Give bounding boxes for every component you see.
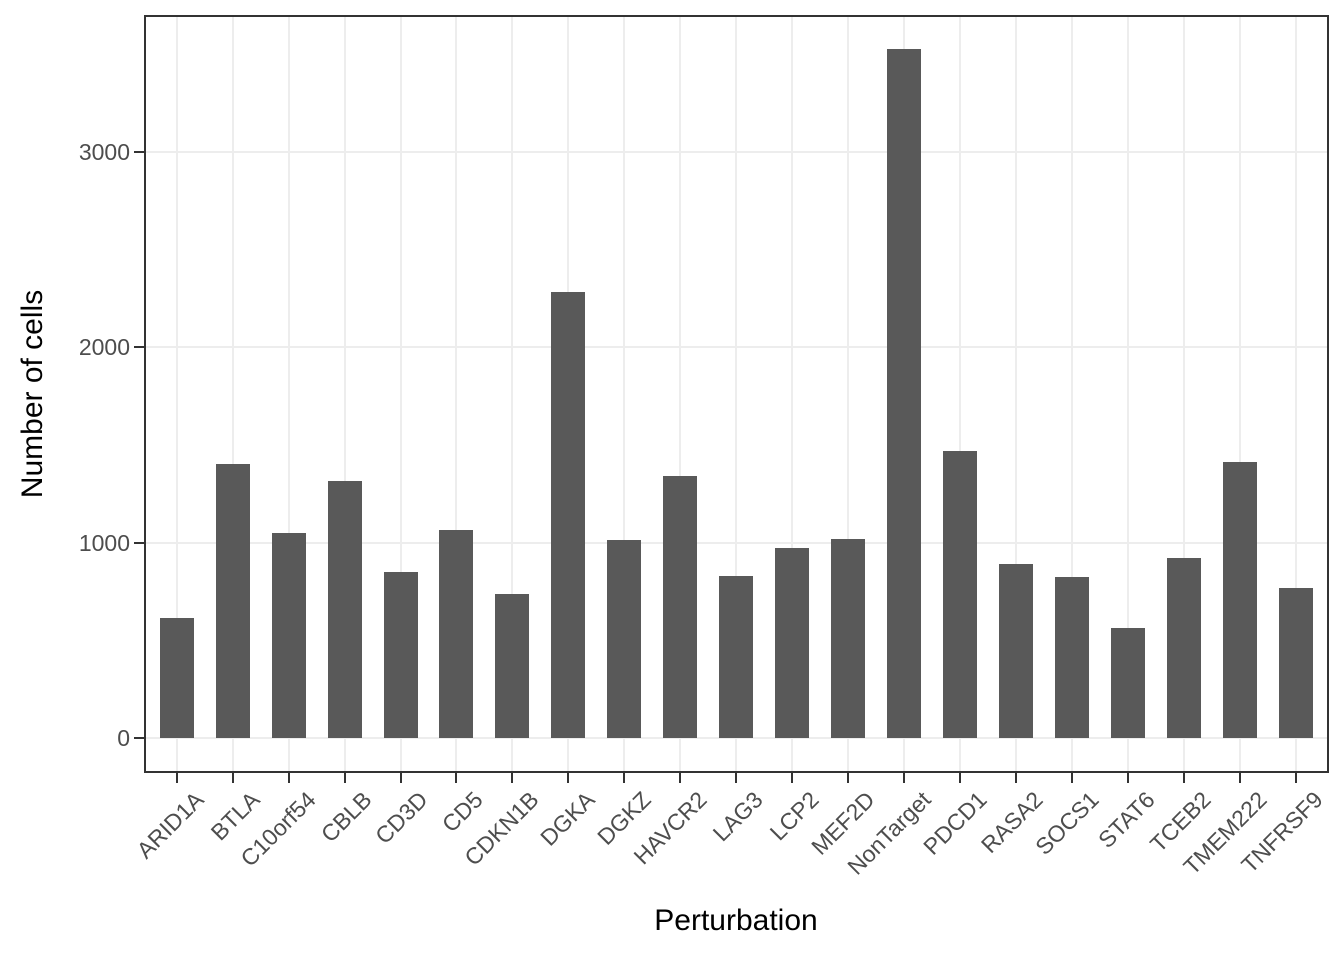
x-tick-mark — [175, 773, 178, 783]
x-tick-label: CBLB — [315, 786, 377, 848]
x-gridline — [735, 15, 738, 773]
bar-TCEB2 — [1166, 557, 1201, 739]
x-tick-label: DGKA — [535, 786, 601, 851]
y-tick-label: 2000 — [78, 334, 130, 361]
x-gridline — [623, 15, 626, 773]
x-tick-mark — [287, 773, 290, 783]
bar-DGKZ — [607, 540, 642, 739]
x-gridline — [1238, 15, 1241, 773]
bar-ARID1A — [159, 618, 194, 739]
x-tick-mark — [343, 773, 346, 783]
y-tick-mark — [134, 541, 144, 544]
y-tick-label: 3000 — [78, 138, 130, 165]
x-gridline — [455, 15, 458, 773]
x-axis-title: Perturbation — [654, 904, 818, 937]
x-tick-mark — [567, 773, 570, 783]
bar-RASA2 — [998, 563, 1033, 739]
y-tick-label: 1000 — [78, 529, 130, 556]
bar-PDCD1 — [943, 450, 977, 739]
y-tick-mark — [134, 150, 144, 153]
bar-CDKN1B — [495, 593, 530, 739]
x-gridline — [1126, 15, 1129, 773]
x-tick-mark — [959, 773, 961, 783]
gridline-layer — [144, 15, 1329, 773]
plot-panel — [144, 15, 1329, 773]
y-tick-mark — [134, 346, 144, 349]
bar-TNFRSF9 — [1278, 587, 1313, 739]
x-tick-mark — [455, 773, 458, 783]
bar-STAT6 — [1110, 628, 1145, 739]
bar-C10orf54 — [271, 533, 306, 739]
x-tick-mark — [1182, 773, 1185, 783]
x-gridline — [399, 15, 402, 773]
x-gridline — [847, 15, 850, 773]
x-gridline — [1294, 15, 1297, 773]
bar-CBLB — [327, 480, 362, 739]
y-tick-mark — [134, 737, 144, 740]
bar-LCP2 — [775, 548, 810, 739]
x-tick-mark — [231, 773, 234, 783]
x-tick-mark — [1126, 773, 1129, 783]
x-tick-mark — [679, 773, 682, 783]
x-tick-label: LAG3 — [707, 786, 768, 847]
x-tick-label: CD3D — [369, 786, 433, 849]
x-gridline — [959, 15, 961, 773]
bar-LAG3 — [719, 576, 754, 739]
x-gridline — [175, 15, 178, 773]
bar-layer — [144, 15, 1329, 773]
x-gridline — [791, 15, 794, 773]
x-gridline — [511, 15, 514, 773]
x-tick-mark — [511, 773, 514, 783]
x-tick-label: ARID1A — [131, 786, 209, 864]
bar-TMEM222 — [1222, 462, 1257, 739]
bar-NonTarget — [887, 49, 922, 739]
bar-HAVCR2 — [663, 476, 698, 739]
x-tick-mark — [399, 773, 402, 783]
x-tick-mark — [1294, 773, 1297, 783]
x-tick-mark — [1014, 773, 1017, 783]
x-gridline — [1014, 15, 1017, 773]
bar-SOCS1 — [1054, 576, 1089, 739]
x-tick-mark — [847, 773, 850, 783]
y-axis-title: Number of cells — [16, 289, 49, 499]
x-tick-mark — [1070, 773, 1073, 783]
x-gridline — [679, 15, 682, 773]
bar-DGKA — [551, 291, 586, 739]
y-tick-label: 0 — [117, 725, 130, 752]
x-gridline — [1182, 15, 1185, 773]
x-tick-mark — [1238, 773, 1241, 783]
x-gridline — [343, 15, 346, 773]
bar-CD5 — [439, 530, 474, 739]
bar-BTLA — [215, 463, 250, 739]
x-tick-mark — [903, 773, 906, 783]
x-gridline — [231, 15, 234, 773]
x-gridline — [1070, 15, 1073, 773]
bar-CD3D — [383, 571, 418, 739]
x-gridline — [287, 15, 290, 773]
x-tick-mark — [791, 773, 794, 783]
x-tick-mark — [735, 773, 738, 783]
x-tick-mark — [623, 773, 626, 783]
bar-MEF2D — [831, 538, 866, 739]
